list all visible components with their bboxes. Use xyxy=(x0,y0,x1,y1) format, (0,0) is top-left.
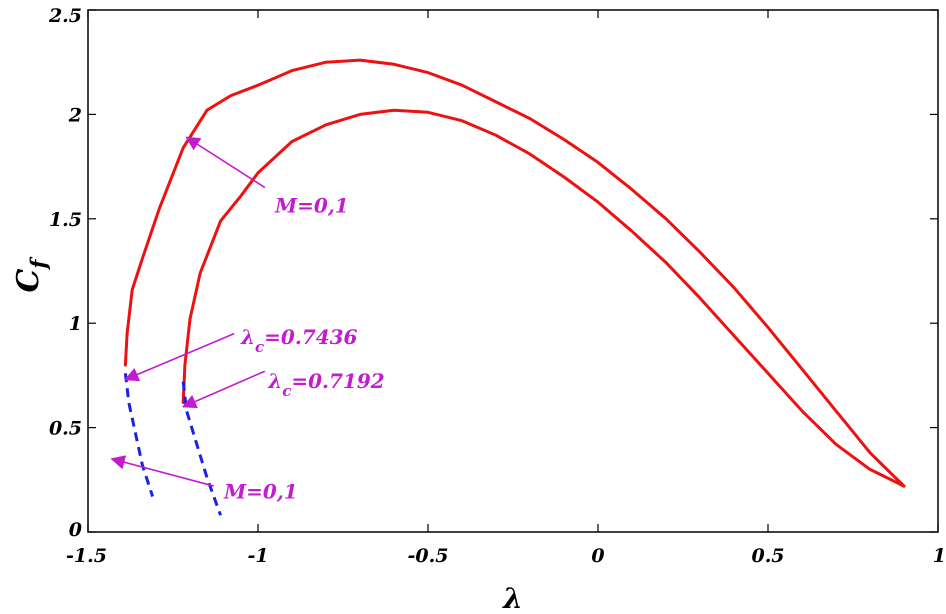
annotation-label-main: λ xyxy=(267,369,282,393)
annotation-label: M=0,1 xyxy=(274,194,349,218)
y-tick-label: 0.5 xyxy=(49,418,82,440)
annotation-label: M=0,1 xyxy=(223,480,298,504)
axis-ticks xyxy=(87,9,939,533)
annotation-label: λc=0.7436 xyxy=(240,325,358,356)
annotation-arrow xyxy=(181,370,266,409)
annotation-label-sub: c xyxy=(255,338,264,356)
annotation-label-main: λ xyxy=(240,325,255,349)
axis-tick-labels: -1.5 -1 -0.5 0 0.5 1 0 0.5 1 1.5 2 2.5 xyxy=(48,5,946,567)
annotation-arrow xyxy=(185,136,266,189)
y-axis-label-sub: f xyxy=(26,256,51,271)
y-axis-label-main: C xyxy=(11,268,46,292)
y-tick-label: 1 xyxy=(69,313,82,335)
x-tick-label: -1 xyxy=(247,545,268,567)
solid-series-line xyxy=(123,58,906,488)
annotation-label-tail: =0.7192 xyxy=(291,369,384,393)
y-axis-label: Cf xyxy=(11,256,51,293)
annotation-label-tail: =0.7436 xyxy=(264,325,357,349)
x-tick-label: 0.5 xyxy=(751,545,784,567)
x-tick-label: 0 xyxy=(591,545,604,567)
y-tick-label: 2 xyxy=(68,104,82,126)
annotation-label: λc=0.7192 xyxy=(267,369,385,400)
x-tick-label: 1 xyxy=(933,545,946,567)
annotation-label-sub: c xyxy=(282,382,291,400)
dashed-series-line xyxy=(181,381,223,516)
plot-frame xyxy=(87,9,939,533)
annotation-arrow xyxy=(110,455,215,487)
x-tick-label: -1.5 xyxy=(66,545,107,567)
dashed-series-line xyxy=(123,373,155,497)
annotation-label-main: M=0,1 xyxy=(223,480,298,504)
data-series xyxy=(123,58,906,516)
x-tick-label: -0.5 xyxy=(408,545,449,567)
y-tick-label: 2.5 xyxy=(48,5,82,27)
x-axis-label: λ xyxy=(502,582,523,614)
y-tick-label: 0 xyxy=(69,519,82,541)
y-tick-label: 1.5 xyxy=(49,209,82,231)
annotation-arrow xyxy=(124,332,235,382)
annotation-label-main: M=0,1 xyxy=(274,194,349,218)
solid-series-line xyxy=(181,108,906,488)
